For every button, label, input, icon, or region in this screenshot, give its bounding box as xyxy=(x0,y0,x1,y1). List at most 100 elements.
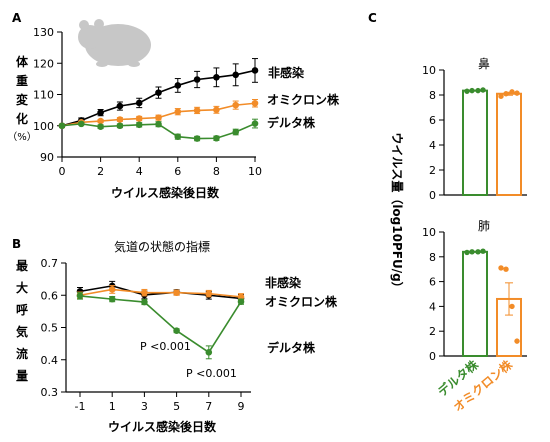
panel-b-point-delta xyxy=(205,349,213,356)
panel-a-point-uninfected xyxy=(155,89,162,96)
panel-b-line-delta xyxy=(79,295,242,354)
panel-a-point-delta xyxy=(251,120,259,127)
panel-a-ylabel: 体重変化（%） xyxy=(7,54,37,143)
panel-b-point-delta xyxy=(173,327,180,335)
panel-b-ytick-label: 0.5 xyxy=(41,322,59,335)
panel-c-point xyxy=(509,89,515,95)
panel-b-xtick-label: 7 xyxy=(205,400,212,413)
panel-c-subplot-0: 鼻 0 2 4 6 8 10 xyxy=(422,56,527,202)
panel-a-xtick-label: 10 xyxy=(248,165,262,178)
panel-a-point-uninfected xyxy=(135,99,143,107)
panel-c-ytick-label: 4 xyxy=(429,300,436,313)
panel-a-ytick-label: 110 xyxy=(33,89,54,102)
panel-a-xtick-label: 6 xyxy=(174,165,181,178)
panel-c-subplot-title: 鼻 xyxy=(478,56,490,71)
panel-c-point xyxy=(469,87,475,94)
panel-a-point-omicron xyxy=(135,115,143,122)
panel-b-point-delta xyxy=(108,295,116,303)
panel-c-point xyxy=(514,90,520,96)
panel-b-point-delta xyxy=(76,292,84,300)
panel-c-point xyxy=(498,265,504,271)
panel-c-ytick-label: 8 xyxy=(429,89,436,102)
panel-b-series-delta xyxy=(76,292,245,360)
panel-label-a: A xyxy=(12,11,22,25)
panel-c-point xyxy=(469,249,475,255)
panel-label-b: B xyxy=(12,237,21,251)
panel-a-point-omicron xyxy=(174,108,182,115)
panel-b-point-omicron xyxy=(205,290,213,297)
panel-a-point-delta xyxy=(78,120,85,128)
panel-c-ytick-label: 6 xyxy=(429,276,436,289)
panel-c-ylabel: ウイルス量（log10PFU/g） xyxy=(390,132,405,293)
panel-a: 90 100 110 120 130 0 2 4 6 8 10 体重変化（%） ウイルス感染後日数… xyxy=(7,26,340,200)
panel-b-xtick-label: 3 xyxy=(141,400,148,413)
panel-b-label-delta: デルタ株 xyxy=(267,340,316,355)
panel-a-point-omicron xyxy=(97,117,104,125)
panel-b-label-uninfected: 非感染 xyxy=(265,275,302,290)
panel-a-point-uninfected xyxy=(232,71,239,79)
panel-b-point-omicron xyxy=(141,289,148,296)
panel-b-point-omicron xyxy=(108,286,116,293)
panel-a-point-omicron xyxy=(213,106,220,114)
panel-b-xtick-label: 9 xyxy=(238,400,245,413)
panel-b-ytick-label: 0.6 xyxy=(41,289,59,302)
panel-c-bar xyxy=(462,250,488,357)
panel-c-point xyxy=(503,266,509,272)
panel-a-ytick-label: 120 xyxy=(33,57,54,70)
panel-a-point-delta xyxy=(116,122,124,130)
panel-a-point-delta xyxy=(155,120,162,128)
panel-c-point xyxy=(475,249,481,255)
panel-a-point-uninfected xyxy=(116,102,124,110)
panel-b-point-omicron xyxy=(173,289,180,296)
panel-a-point-delta xyxy=(174,133,182,140)
panel-c-ytick-label: 2 xyxy=(429,325,436,338)
panel-b-line-omicron xyxy=(79,288,242,298)
panel-b-line-uninfected xyxy=(79,285,242,300)
panel-c-bar xyxy=(496,92,522,196)
panel-b-point-delta xyxy=(237,298,245,306)
panel-c-ytick-label: 6 xyxy=(429,114,436,127)
panel-a-ytick-label: 90 xyxy=(40,151,54,164)
panel-c-ytick-label: 8 xyxy=(429,251,436,264)
panel-a-label-omicron: オミクロン株 xyxy=(267,92,340,107)
panel-c-ytick-label: 10 xyxy=(422,64,436,77)
hamster-silhouette-icon xyxy=(78,19,151,67)
panel-b-title: 気道の状態の指標 xyxy=(114,239,210,254)
panel-c-point xyxy=(509,303,515,310)
panel-c-ytick-label: 2 xyxy=(429,164,436,177)
panel-c-ytick-label: 10 xyxy=(422,226,436,239)
panel-a-label-delta: デルタ株 xyxy=(267,115,316,130)
panel-c-bar xyxy=(462,89,488,196)
panel-c-subplot-1: 肺 0 2 4 6 8 10 xyxy=(422,219,527,363)
panel-b-ytick-label: 0.4 xyxy=(41,354,59,367)
panel-a-ytick-label: 100 xyxy=(33,120,54,133)
panel-c-point xyxy=(480,87,486,93)
panel-a-point-delta xyxy=(193,135,201,142)
panel-b-xtick-label: 1 xyxy=(109,400,116,413)
panel-c-point xyxy=(464,249,470,256)
panel-b-annotation-2: P <0.001 xyxy=(186,367,237,380)
panel-a-xtick-label: 2 xyxy=(97,165,104,178)
panel-a-point-delta xyxy=(232,128,239,136)
panel-b-point-delta xyxy=(141,298,148,306)
panel-a-ytick-label: 130 xyxy=(33,26,54,39)
panel-c-subplot-title: 肺 xyxy=(478,219,490,233)
panel-a-series-delta xyxy=(58,118,259,142)
panel-a-point-uninfected xyxy=(251,67,259,74)
panel-a-point-omicron xyxy=(232,101,239,109)
panel-a-point-delta xyxy=(97,123,104,130)
panel-b-ytick-label: 0.3 xyxy=(41,386,59,399)
panel-b-ytick-label: 0.7 xyxy=(41,257,59,270)
panel-c-point xyxy=(464,88,470,94)
panel-c-point xyxy=(503,91,509,97)
panel-a-xtick-label: 8 xyxy=(213,165,220,178)
panel-a-xlabel: ウイルス感染後日数 xyxy=(111,185,220,200)
panel-a-point-omicron xyxy=(155,114,162,121)
panel-a-point-uninfected xyxy=(97,109,104,116)
panel-a-point-omicron xyxy=(251,99,259,107)
panel-a-point-uninfected xyxy=(174,82,182,89)
panel-b-xtick-label: 5 xyxy=(173,400,180,413)
panel-a-label-uninfected: 非感染 xyxy=(268,65,305,80)
panel-b-annotation-1: P <0.001 xyxy=(140,340,191,353)
